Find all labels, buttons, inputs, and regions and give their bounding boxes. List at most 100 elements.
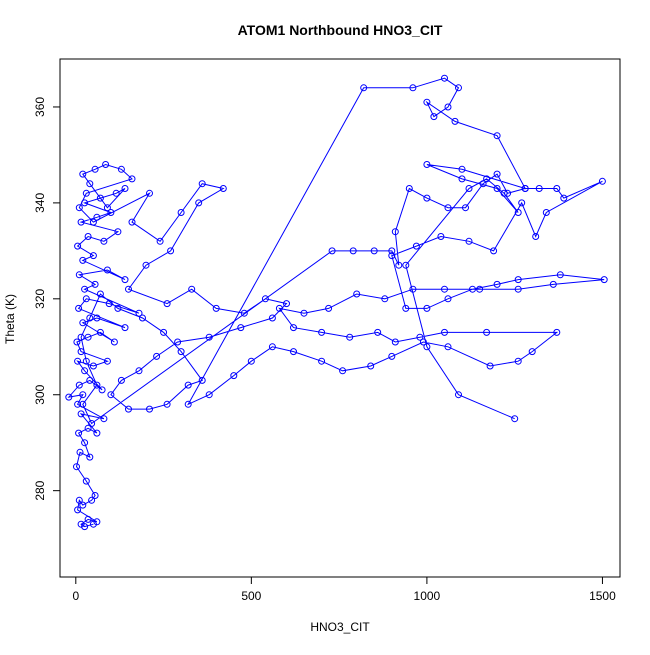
- data-point: [103, 204, 111, 212]
- data-point: [114, 228, 122, 236]
- data-point: [135, 309, 143, 317]
- data-point: [353, 290, 361, 298]
- data-point: [441, 328, 448, 336]
- data-point: [374, 328, 382, 336]
- data-point: [275, 304, 283, 312]
- data-point: [451, 117, 459, 125]
- data-point: [81, 285, 89, 293]
- data-point: [388, 252, 396, 260]
- data-point: [423, 343, 431, 351]
- data-point: [476, 285, 484, 293]
- data-point: [103, 266, 111, 274]
- data-point: [117, 165, 125, 173]
- data-point: [81, 523, 89, 531]
- data-point: [465, 185, 473, 192]
- data-point: [96, 328, 104, 336]
- data-point: [542, 209, 550, 216]
- data-point: [163, 400, 171, 408]
- data-point: [110, 338, 118, 346]
- data-point: [65, 393, 73, 401]
- data-point: [89, 520, 97, 528]
- data-point: [86, 180, 94, 188]
- data-point: [598, 177, 606, 185]
- data-point: [416, 333, 424, 341]
- data-point: [76, 448, 84, 456]
- data-point: [114, 304, 122, 312]
- data-point: [160, 328, 168, 336]
- data-point: [455, 84, 462, 92]
- data-point: [381, 295, 389, 303]
- data-point: [261, 295, 269, 303]
- data-point: [360, 84, 368, 92]
- data-point: [121, 276, 129, 284]
- data-point: [77, 218, 85, 226]
- data-point: [290, 348, 297, 356]
- y-tick-label: 280: [33, 480, 47, 500]
- data-point: [107, 209, 115, 216]
- data-point: [86, 453, 94, 461]
- data-point: [405, 185, 413, 192]
- data-point: [437, 233, 445, 240]
- x-axis: 0 500 1000 1500: [72, 576, 616, 603]
- data-point: [93, 518, 101, 526]
- data-point: [395, 261, 403, 269]
- data-point: [479, 180, 487, 188]
- data-point: [409, 84, 417, 92]
- data-point: [146, 405, 153, 413]
- data-point: [195, 199, 203, 207]
- data-point: [318, 328, 326, 336]
- x-tick-label: 500: [241, 589, 261, 603]
- data-point: [388, 352, 396, 360]
- data-point: [528, 348, 536, 356]
- data-point: [82, 189, 90, 197]
- data-point: [339, 367, 347, 375]
- data-point: [423, 194, 431, 202]
- data-point: [146, 189, 153, 197]
- data-point: [349, 247, 357, 255]
- data-point: [483, 328, 491, 336]
- data-point: [121, 324, 129, 332]
- data-point: [444, 204, 452, 212]
- data-point: [77, 333, 85, 341]
- data-point: [423, 304, 431, 312]
- data-point: [79, 256, 87, 264]
- data-point: [444, 343, 452, 351]
- data-point: [156, 237, 164, 245]
- data-point: [142, 261, 150, 269]
- data-point: [300, 309, 308, 317]
- data-point: [553, 328, 561, 336]
- data-point: [74, 357, 82, 365]
- data-point: [402, 261, 410, 269]
- data-point: [318, 357, 326, 365]
- y-tick-label: 300: [33, 384, 47, 404]
- data-point: [102, 161, 110, 168]
- data-point: [79, 400, 87, 408]
- data-point: [240, 309, 248, 317]
- data-point: [535, 185, 543, 192]
- data-point: [177, 348, 185, 356]
- data-point: [268, 314, 276, 322]
- x-tick-label: 0: [72, 589, 79, 603]
- x-tick-label: 1500: [589, 589, 616, 603]
- data-point: [198, 180, 206, 188]
- data-point: [86, 314, 94, 322]
- data-point: [84, 424, 92, 432]
- data-point: [247, 357, 255, 365]
- data-point: [514, 276, 522, 284]
- data-point: [198, 376, 206, 384]
- data-point: [82, 295, 90, 303]
- data-point: [177, 209, 185, 216]
- data-point: [493, 185, 501, 192]
- data-point: [325, 304, 333, 312]
- data-point: [444, 103, 452, 111]
- data-point: [412, 242, 420, 250]
- data-point: [84, 333, 92, 341]
- data-point: [75, 381, 83, 389]
- data-point: [91, 165, 99, 173]
- data-point: [89, 362, 97, 370]
- data-point: [93, 314, 101, 322]
- data-point: [441, 74, 448, 82]
- data-point: [500, 189, 508, 197]
- y-tick-label: 320: [33, 288, 47, 308]
